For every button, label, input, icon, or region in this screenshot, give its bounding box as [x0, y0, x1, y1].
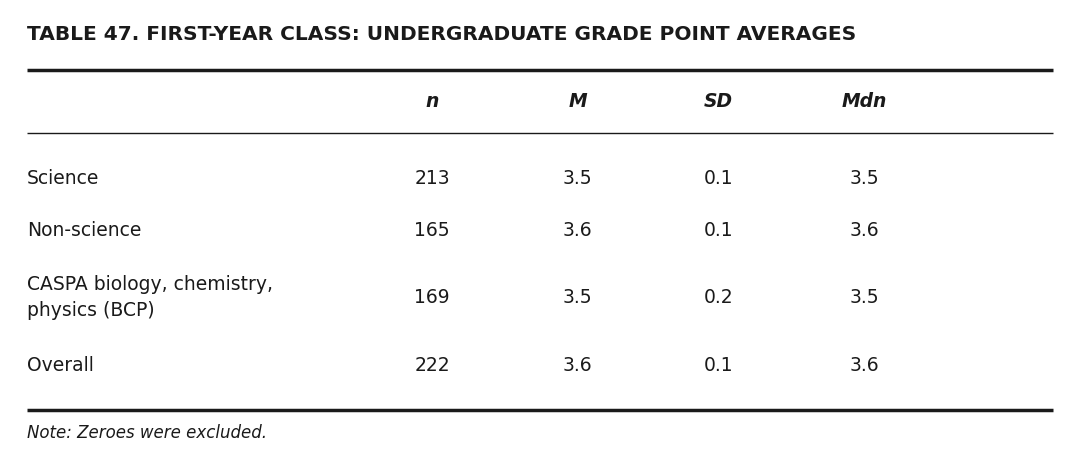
Text: Mdn: Mdn: [841, 92, 887, 111]
Text: 0.1: 0.1: [703, 356, 733, 375]
Text: 3.6: 3.6: [563, 356, 593, 375]
Text: CASPA biology, chemistry,
physics (BCP): CASPA biology, chemistry, physics (BCP): [27, 275, 273, 320]
Text: TABLE 47. FIRST-YEAR CLASS: UNDERGRADUATE GRADE POINT AVERAGES: TABLE 47. FIRST-YEAR CLASS: UNDERGRADUAT…: [27, 25, 856, 44]
Text: SD: SD: [704, 92, 732, 111]
Text: 3.6: 3.6: [563, 221, 593, 239]
Text: 0.2: 0.2: [703, 288, 733, 307]
Text: 3.5: 3.5: [849, 288, 879, 307]
Text: 3.6: 3.6: [849, 356, 879, 375]
Text: 3.5: 3.5: [563, 288, 593, 307]
Text: 213: 213: [415, 169, 449, 188]
Text: Non-science: Non-science: [27, 221, 141, 239]
Text: 0.1: 0.1: [703, 169, 733, 188]
Text: 3.5: 3.5: [563, 169, 593, 188]
Text: Note: Zeroes were excluded.: Note: Zeroes were excluded.: [27, 424, 267, 442]
Text: 3.5: 3.5: [849, 169, 879, 188]
Text: M: M: [568, 92, 588, 111]
Text: 169: 169: [415, 288, 449, 307]
Text: 0.1: 0.1: [703, 221, 733, 239]
Text: n: n: [426, 92, 438, 111]
Text: Science: Science: [27, 169, 99, 188]
Text: 3.6: 3.6: [849, 221, 879, 239]
Text: Overall: Overall: [27, 356, 94, 375]
Text: 165: 165: [415, 221, 449, 239]
Text: 222: 222: [415, 356, 449, 375]
